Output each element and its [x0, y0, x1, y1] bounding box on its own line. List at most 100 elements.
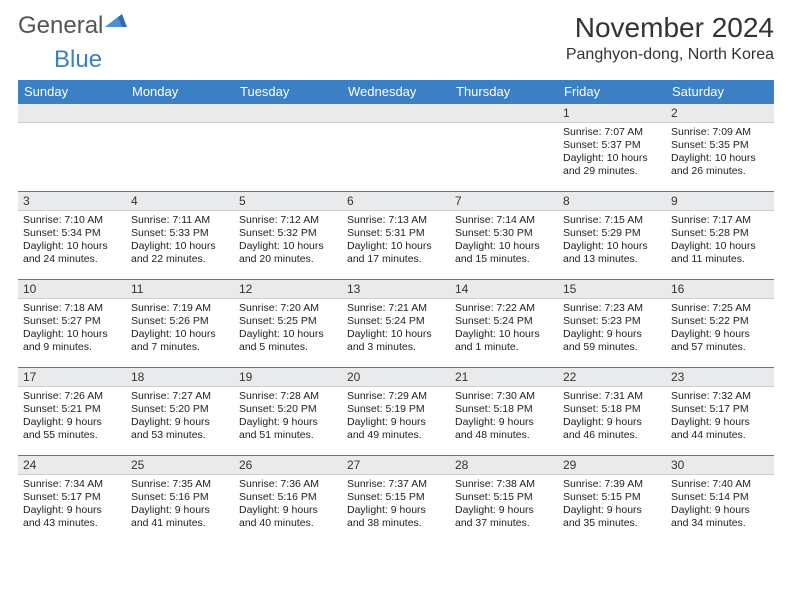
sunrise-text: Sunrise: 7:19 AM [131, 302, 229, 315]
day-details: Sunrise: 7:10 AMSunset: 5:34 PMDaylight:… [18, 211, 126, 270]
day-details: Sunrise: 7:38 AMSunset: 5:15 PMDaylight:… [450, 475, 558, 534]
day-number: 24 [18, 456, 126, 475]
calendar-week-row: 3Sunrise: 7:10 AMSunset: 5:34 PMDaylight… [18, 192, 774, 280]
day-details: Sunrise: 7:18 AMSunset: 5:27 PMDaylight:… [18, 299, 126, 358]
sunrise-text: Sunrise: 7:38 AM [455, 478, 553, 491]
day-details: Sunrise: 7:13 AMSunset: 5:31 PMDaylight:… [342, 211, 450, 270]
day-number: 14 [450, 280, 558, 299]
day-details: Sunrise: 7:40 AMSunset: 5:14 PMDaylight:… [666, 475, 774, 534]
calendar-day-cell: 16Sunrise: 7:25 AMSunset: 5:22 PMDayligh… [666, 280, 774, 368]
weekday-header: Thursday [450, 80, 558, 104]
sunset-text: Sunset: 5:15 PM [347, 491, 445, 504]
calendar-day-cell: 8Sunrise: 7:15 AMSunset: 5:29 PMDaylight… [558, 192, 666, 280]
day-details: Sunrise: 7:34 AMSunset: 5:17 PMDaylight:… [18, 475, 126, 534]
sunrise-text: Sunrise: 7:35 AM [131, 478, 229, 491]
calendar-day-cell [18, 104, 126, 192]
sunset-text: Sunset: 5:19 PM [347, 403, 445, 416]
calendar-day-cell: 22Sunrise: 7:31 AMSunset: 5:18 PMDayligh… [558, 368, 666, 456]
sunset-text: Sunset: 5:20 PM [239, 403, 337, 416]
sunset-text: Sunset: 5:34 PM [23, 227, 121, 240]
sunrise-text: Sunrise: 7:17 AM [671, 214, 769, 227]
sunrise-text: Sunrise: 7:26 AM [23, 390, 121, 403]
day-details: Sunrise: 7:09 AMSunset: 5:35 PMDaylight:… [666, 123, 774, 182]
day-number: 21 [450, 368, 558, 387]
sunset-text: Sunset: 5:18 PM [455, 403, 553, 416]
weekday-header: Saturday [666, 80, 774, 104]
sunset-text: Sunset: 5:16 PM [131, 491, 229, 504]
sunset-text: Sunset: 5:29 PM [563, 227, 661, 240]
sunset-text: Sunset: 5:33 PM [131, 227, 229, 240]
day-number: 4 [126, 192, 234, 211]
sunrise-text: Sunrise: 7:22 AM [455, 302, 553, 315]
sunrise-text: Sunrise: 7:18 AM [23, 302, 121, 315]
weekday-header: Tuesday [234, 80, 342, 104]
day-number: 19 [234, 368, 342, 387]
sunset-text: Sunset: 5:37 PM [563, 139, 661, 152]
calendar-day-cell: 13Sunrise: 7:21 AMSunset: 5:24 PMDayligh… [342, 280, 450, 368]
month-title: November 2024 [566, 12, 774, 44]
calendar-day-cell: 25Sunrise: 7:35 AMSunset: 5:16 PMDayligh… [126, 456, 234, 544]
calendar-day-cell: 18Sunrise: 7:27 AMSunset: 5:20 PMDayligh… [126, 368, 234, 456]
daylight-text: Daylight: 10 hours and 1 minute. [455, 328, 553, 354]
daylight-text: Daylight: 10 hours and 5 minutes. [239, 328, 337, 354]
sunset-text: Sunset: 5:20 PM [131, 403, 229, 416]
daylight-text: Daylight: 9 hours and 35 minutes. [563, 504, 661, 530]
sunset-text: Sunset: 5:17 PM [671, 403, 769, 416]
daylight-text: Daylight: 9 hours and 34 minutes. [671, 504, 769, 530]
calendar-day-cell: 2Sunrise: 7:09 AMSunset: 5:35 PMDaylight… [666, 104, 774, 192]
day-details: Sunrise: 7:39 AMSunset: 5:15 PMDaylight:… [558, 475, 666, 534]
day-details: Sunrise: 7:36 AMSunset: 5:16 PMDaylight:… [234, 475, 342, 534]
day-number: 29 [558, 456, 666, 475]
day-number: 26 [234, 456, 342, 475]
calendar-day-cell [450, 104, 558, 192]
calendar-day-cell: 9Sunrise: 7:17 AMSunset: 5:28 PMDaylight… [666, 192, 774, 280]
sunset-text: Sunset: 5:18 PM [563, 403, 661, 416]
sunrise-text: Sunrise: 7:14 AM [455, 214, 553, 227]
day-number: 7 [450, 192, 558, 211]
day-number: 12 [234, 280, 342, 299]
day-number: 10 [18, 280, 126, 299]
day-number: 17 [18, 368, 126, 387]
day-number: 9 [666, 192, 774, 211]
calendar-day-cell: 24Sunrise: 7:34 AMSunset: 5:17 PMDayligh… [18, 456, 126, 544]
daylight-text: Daylight: 9 hours and 59 minutes. [563, 328, 661, 354]
day-number: 5 [234, 192, 342, 211]
calendar-day-cell: 29Sunrise: 7:39 AMSunset: 5:15 PMDayligh… [558, 456, 666, 544]
calendar-day-cell: 27Sunrise: 7:37 AMSunset: 5:15 PMDayligh… [342, 456, 450, 544]
calendar-week-row: 17Sunrise: 7:26 AMSunset: 5:21 PMDayligh… [18, 368, 774, 456]
weekday-header: Sunday [18, 80, 126, 104]
calendar-day-cell: 21Sunrise: 7:30 AMSunset: 5:18 PMDayligh… [450, 368, 558, 456]
day-details: Sunrise: 7:31 AMSunset: 5:18 PMDaylight:… [558, 387, 666, 446]
day-details: Sunrise: 7:17 AMSunset: 5:28 PMDaylight:… [666, 211, 774, 270]
sunrise-text: Sunrise: 7:23 AM [563, 302, 661, 315]
calendar-day-cell: 10Sunrise: 7:18 AMSunset: 5:27 PMDayligh… [18, 280, 126, 368]
sunrise-text: Sunrise: 7:31 AM [563, 390, 661, 403]
day-details: Sunrise: 7:19 AMSunset: 5:26 PMDaylight:… [126, 299, 234, 358]
calendar-day-cell: 12Sunrise: 7:20 AMSunset: 5:25 PMDayligh… [234, 280, 342, 368]
sunrise-text: Sunrise: 7:13 AM [347, 214, 445, 227]
daylight-text: Daylight: 10 hours and 24 minutes. [23, 240, 121, 266]
daylight-text: Daylight: 10 hours and 17 minutes. [347, 240, 445, 266]
sunrise-text: Sunrise: 7:21 AM [347, 302, 445, 315]
calendar-day-cell: 6Sunrise: 7:13 AMSunset: 5:31 PMDaylight… [342, 192, 450, 280]
logo-text-general: General [18, 12, 103, 40]
sunset-text: Sunset: 5:26 PM [131, 315, 229, 328]
sunset-text: Sunset: 5:32 PM [239, 227, 337, 240]
day-number: 25 [126, 456, 234, 475]
daylight-text: Daylight: 9 hours and 44 minutes. [671, 416, 769, 442]
calendar-day-cell: 30Sunrise: 7:40 AMSunset: 5:14 PMDayligh… [666, 456, 774, 544]
day-details: Sunrise: 7:20 AMSunset: 5:25 PMDaylight:… [234, 299, 342, 358]
sunset-text: Sunset: 5:25 PM [239, 315, 337, 328]
calendar-day-cell [342, 104, 450, 192]
sunset-text: Sunset: 5:24 PM [455, 315, 553, 328]
calendar-day-cell: 19Sunrise: 7:28 AMSunset: 5:20 PMDayligh… [234, 368, 342, 456]
day-details: Sunrise: 7:35 AMSunset: 5:16 PMDaylight:… [126, 475, 234, 534]
calendar-week-row: 10Sunrise: 7:18 AMSunset: 5:27 PMDayligh… [18, 280, 774, 368]
sunrise-text: Sunrise: 7:32 AM [671, 390, 769, 403]
calendar-week-row: 1Sunrise: 7:07 AMSunset: 5:37 PMDaylight… [18, 104, 774, 192]
day-number: 27 [342, 456, 450, 475]
daylight-text: Daylight: 10 hours and 7 minutes. [131, 328, 229, 354]
title-block: November 2024 Panghyon-dong, North Korea [566, 12, 774, 64]
day-number: 18 [126, 368, 234, 387]
sunrise-text: Sunrise: 7:28 AM [239, 390, 337, 403]
